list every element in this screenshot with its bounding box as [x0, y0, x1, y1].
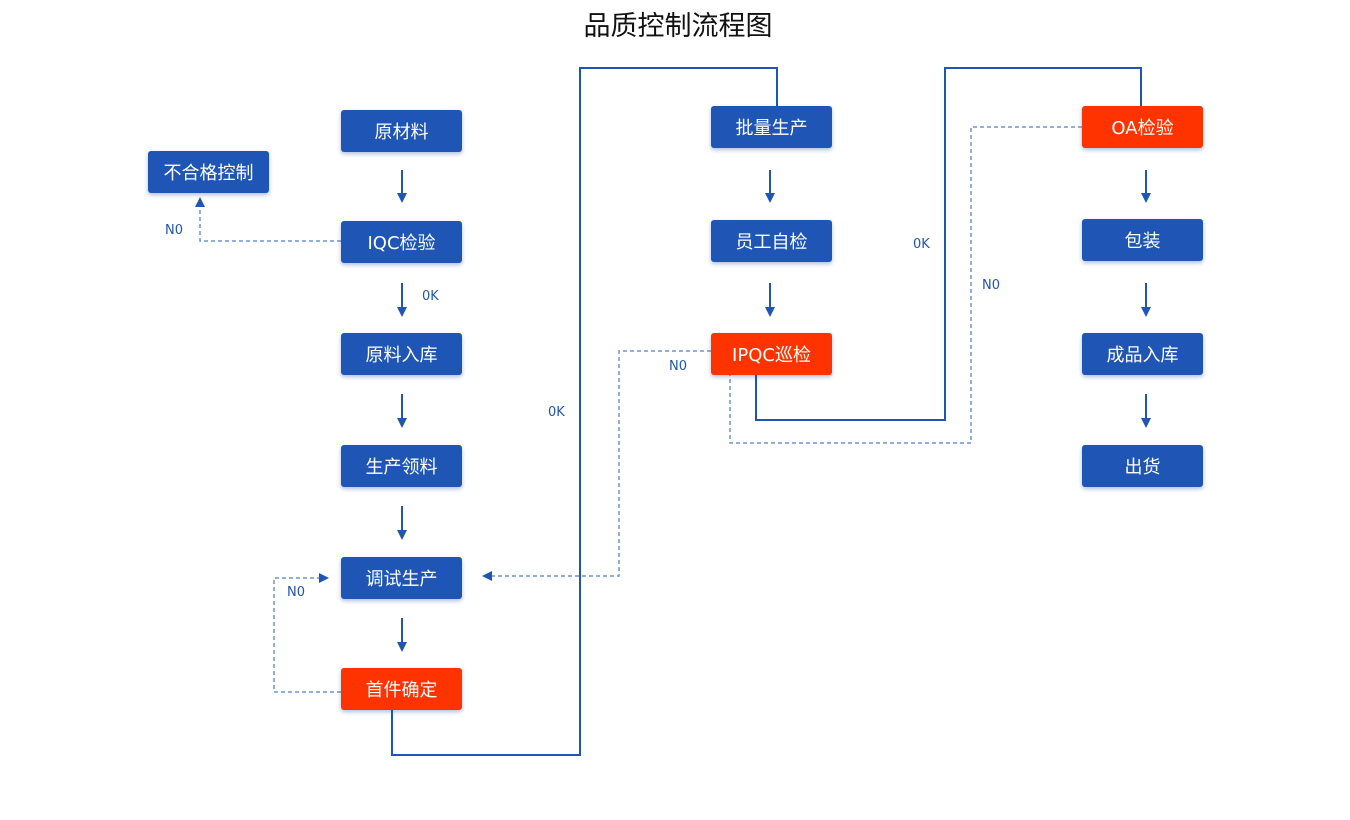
node-raw-material: 原材料 — [341, 110, 462, 152]
node-nonconforming: 不合格控制 — [148, 151, 269, 193]
node-oa: OA检验 — [1082, 106, 1203, 148]
node-shipment: 出货 — [1082, 445, 1203, 487]
node-trial-production: 调试生产 — [341, 557, 462, 599]
node-finished-stock-in: 成品入库 — [1082, 333, 1203, 375]
node-first-article: 首件确定 — [341, 668, 462, 710]
edge-label-iqc-ok: 0K — [422, 289, 439, 304]
edge-label-ipqc-no: N0 — [669, 359, 687, 374]
dashed-first-to-trial — [273, 577, 341, 693]
line-ipqc-to-oa — [755, 67, 1142, 421]
dashed-oa-to-ipqc — [729, 126, 1082, 444]
node-iqc: IQC检验 — [341, 221, 462, 263]
dashed-ipqc-to-trial — [492, 350, 711, 577]
node-packaging: 包装 — [1082, 219, 1203, 261]
page-title: 品质控制流程图 — [583, 11, 773, 42]
node-raw-stock-in: 原料入库 — [341, 333, 462, 375]
arrowhead-trial-right — [482, 571, 492, 581]
edge-label-ipqc-ok: 0K — [913, 237, 930, 252]
line-first-to-mass — [391, 67, 778, 756]
edge-label-oa-no: N0 — [982, 278, 1000, 293]
arrowhead-nonconforming — [195, 197, 205, 207]
edge-label-iqc-no: N0 — [165, 223, 183, 238]
arrowhead-trial-left — [319, 573, 329, 583]
dashed-iqc-to-nonconforming — [199, 206, 341, 242]
edge-label-first-no: N0 — [287, 585, 305, 600]
node-mass-production: 批量生产 — [711, 106, 832, 148]
node-material-pick: 生产领料 — [341, 445, 462, 487]
node-ipqc: IPQC巡检 — [711, 333, 832, 375]
node-self-check: 员工自检 — [711, 220, 832, 262]
edge-label-first-ok: 0K — [548, 405, 565, 420]
